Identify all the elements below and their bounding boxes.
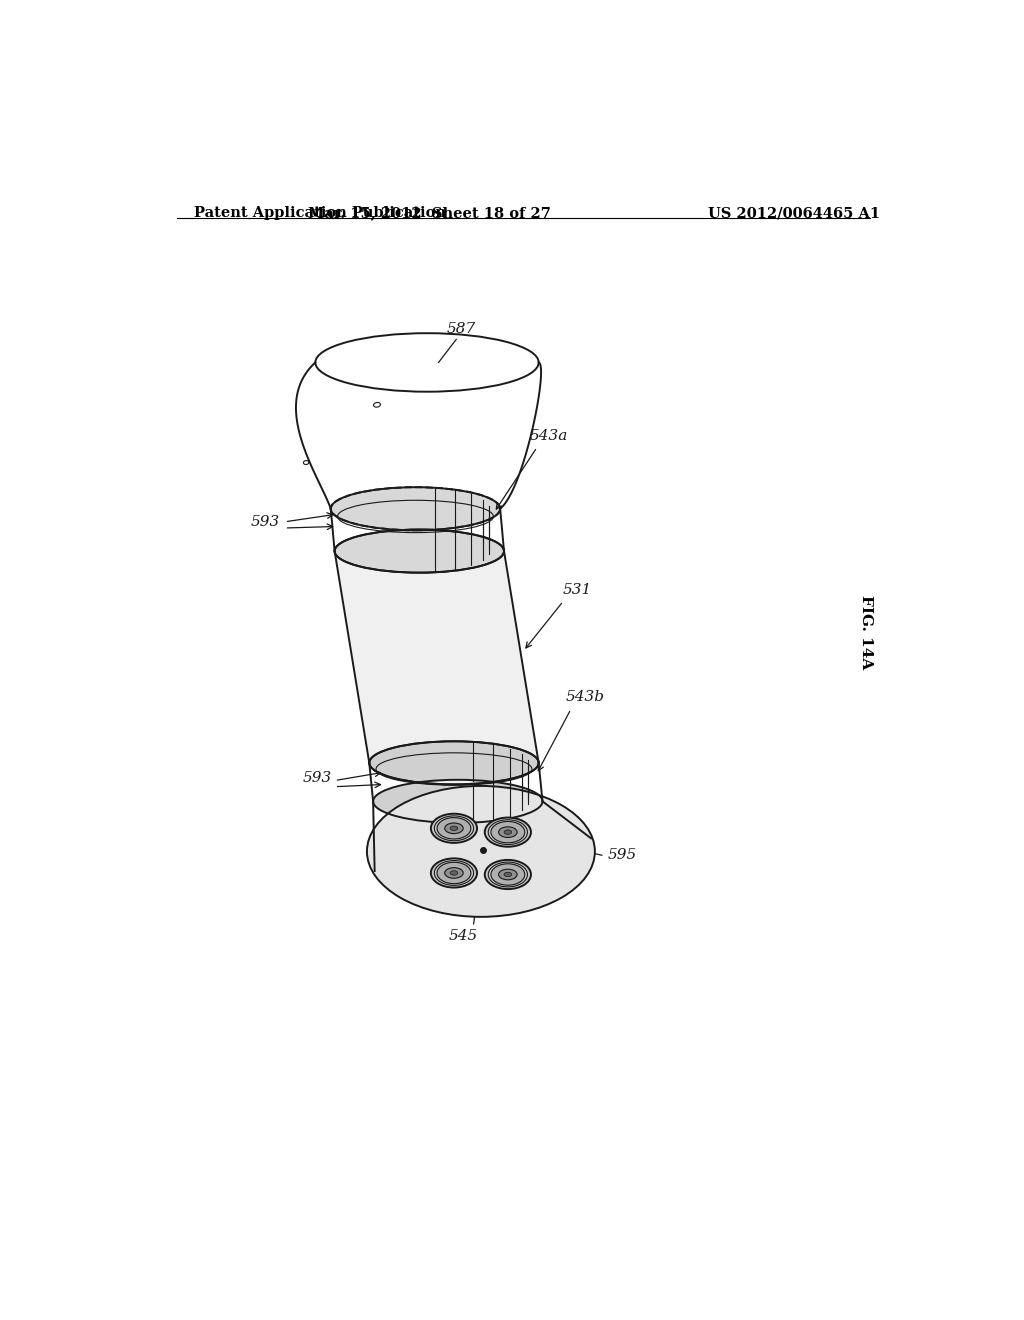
Text: 595: 595 [607,849,637,862]
Ellipse shape [437,817,471,840]
Polygon shape [331,487,504,573]
Text: 531: 531 [562,582,592,597]
Ellipse shape [437,862,471,883]
Ellipse shape [490,821,525,843]
Text: Mar. 15, 2012  Sheet 18 of 27: Mar. 15, 2012 Sheet 18 of 27 [308,206,551,220]
Ellipse shape [444,867,463,878]
Ellipse shape [431,813,477,843]
Text: 593: 593 [251,515,280,529]
Text: 545: 545 [449,929,478,942]
Polygon shape [335,552,539,784]
Ellipse shape [484,817,531,846]
Ellipse shape [490,863,525,886]
Text: 593: 593 [302,771,332,785]
Ellipse shape [499,826,517,837]
Text: US 2012/0064465 A1: US 2012/0064465 A1 [708,206,881,220]
Text: FIG. 14A: FIG. 14A [859,595,872,669]
Ellipse shape [444,822,463,834]
Text: Patent Application Publication: Patent Application Publication [194,206,445,220]
Ellipse shape [451,871,458,875]
Text: 587: 587 [447,322,476,337]
Ellipse shape [431,858,477,887]
Ellipse shape [484,859,531,890]
Ellipse shape [504,830,512,834]
Polygon shape [370,742,543,822]
Ellipse shape [451,826,458,830]
Text: 543b: 543b [565,690,604,705]
Ellipse shape [499,869,517,880]
Ellipse shape [367,785,595,917]
Ellipse shape [504,873,512,876]
Text: 543a: 543a [529,429,568,442]
